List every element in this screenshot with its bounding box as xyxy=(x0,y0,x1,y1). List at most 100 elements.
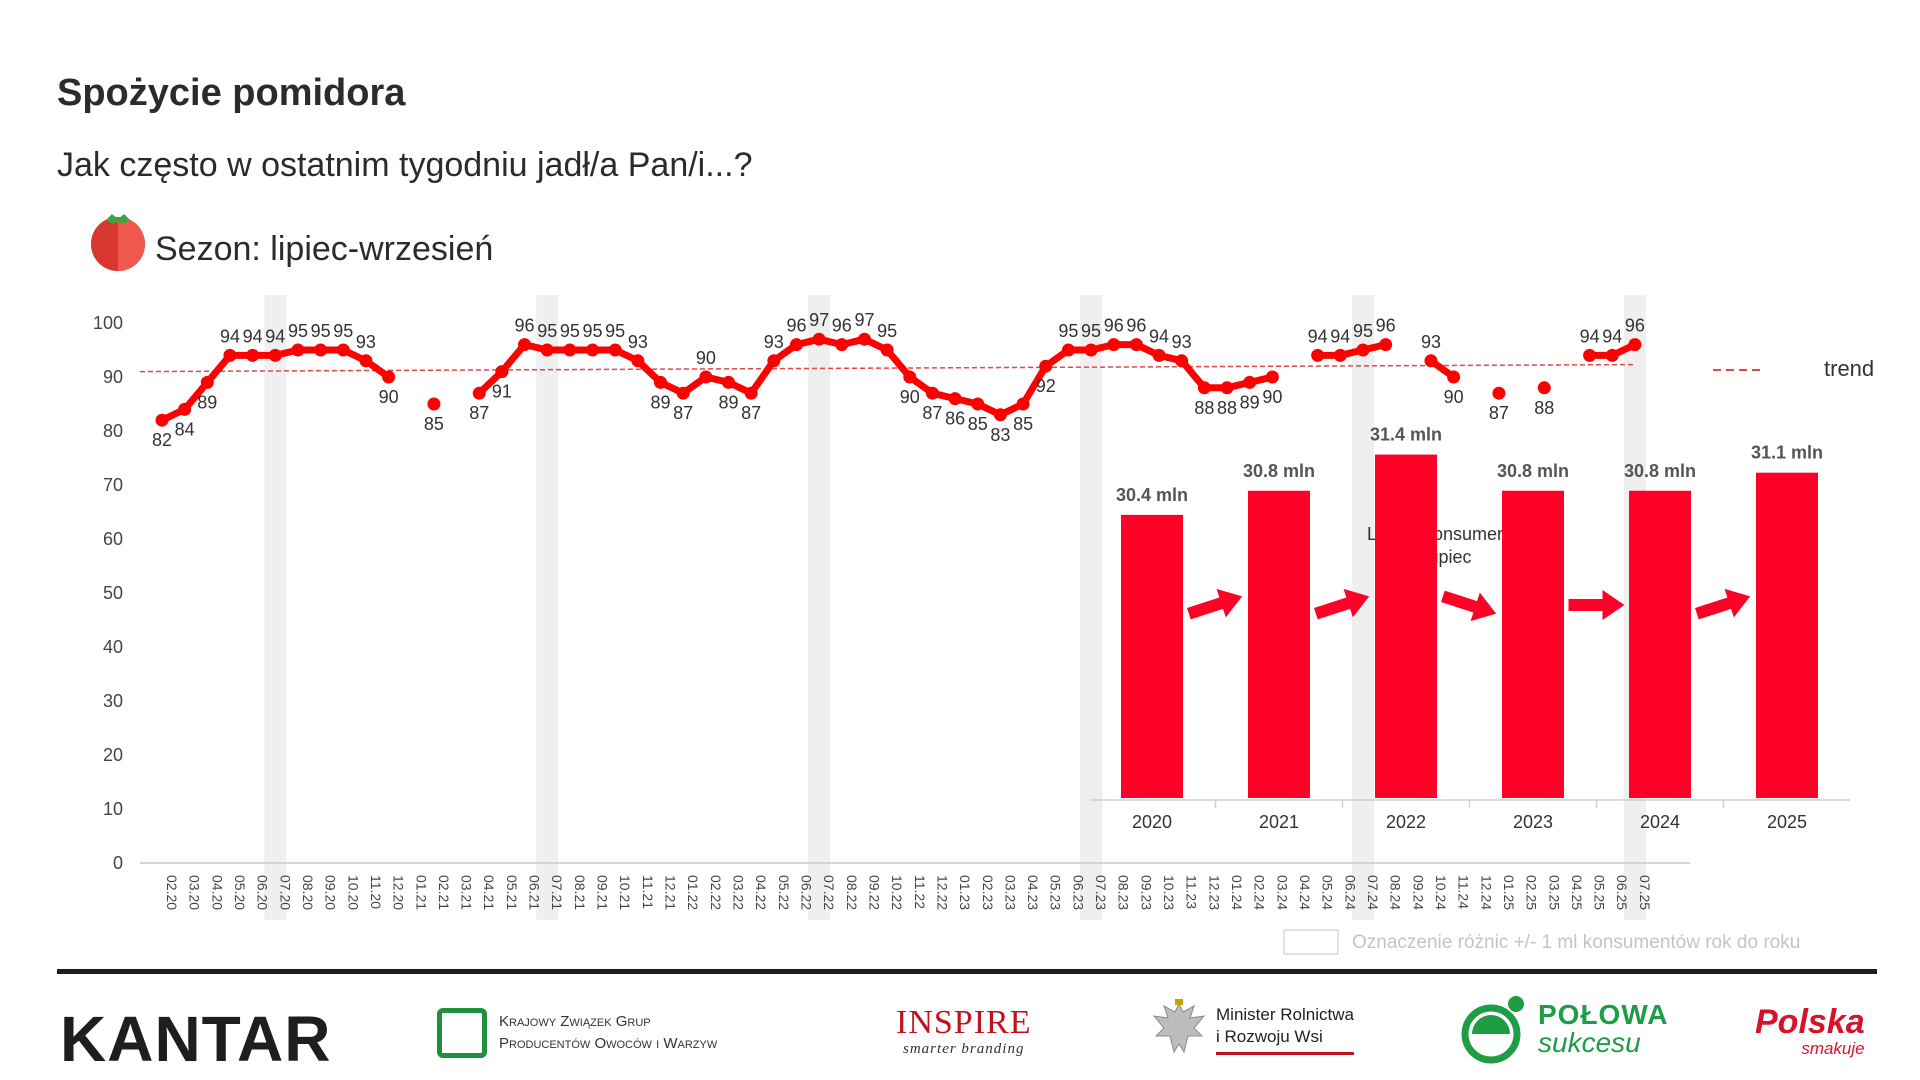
polowa-sukcesu-logo: POŁOWA sukcesu xyxy=(1458,994,1668,1064)
x-tick-label: 04.20 xyxy=(209,875,225,910)
data-point xyxy=(857,332,871,346)
kzgp-line1: Krajowy Związek Grup xyxy=(499,1013,651,1030)
data-label: 95 xyxy=(877,321,897,341)
x-tick-label: 02.20 xyxy=(164,875,180,910)
data-label: 94 xyxy=(1580,326,1600,346)
data-point xyxy=(608,343,622,357)
data-point xyxy=(1447,370,1461,384)
data-point xyxy=(1016,397,1030,411)
x-tick-label: 07.20 xyxy=(277,875,293,910)
data-point xyxy=(1492,386,1506,400)
x-tick-label: 09.24 xyxy=(1410,875,1426,910)
data-label: 95 xyxy=(1081,321,1101,341)
polska-line2: smakuje xyxy=(1801,1039,1865,1058)
x-tick-label: 01.22 xyxy=(685,875,701,910)
data-label: 96 xyxy=(1625,316,1645,336)
data-point xyxy=(1220,381,1234,395)
data-point xyxy=(1107,338,1121,352)
polowa-mark-icon xyxy=(1461,996,1524,1064)
data-label: 95 xyxy=(333,321,353,341)
data-point xyxy=(1129,338,1143,352)
data-point xyxy=(268,348,282,362)
trend-line xyxy=(139,363,1635,373)
data-point xyxy=(223,348,237,362)
x-tick-label: 04.24 xyxy=(1297,875,1313,910)
x-tick-label: 11.24 xyxy=(1456,875,1472,909)
data-label: 96 xyxy=(1126,316,1146,336)
data-label: 90 xyxy=(1444,387,1464,407)
data-label: 97 xyxy=(854,310,874,330)
series-points xyxy=(155,332,1642,427)
data-label: 86 xyxy=(945,409,965,429)
kantar-logo: KANTAR xyxy=(60,1003,332,1075)
x-tick-label: 07.23 xyxy=(1093,875,1109,910)
inset-category-label: 2023 xyxy=(1513,812,1553,832)
data-point xyxy=(178,402,192,416)
data-label: 93 xyxy=(764,332,784,352)
x-tick-label: 05.25 xyxy=(1592,875,1608,910)
kzgp-mark-icon xyxy=(437,1008,487,1058)
inset-bar xyxy=(1629,490,1691,798)
data-label: 95 xyxy=(605,321,625,341)
y-tick-label: 0 xyxy=(113,853,123,873)
data-label: 88 xyxy=(1194,398,1214,418)
data-point xyxy=(382,370,396,384)
data-point xyxy=(1152,348,1166,362)
data-point xyxy=(1537,381,1551,395)
data-point xyxy=(540,343,554,357)
data-point xyxy=(925,386,939,400)
data-label: 84 xyxy=(175,419,195,439)
data-point xyxy=(631,354,645,368)
inset-title: lipiec xyxy=(1430,547,1471,567)
data-label: 95 xyxy=(1353,321,1373,341)
data-label: 90 xyxy=(379,387,399,407)
data-point xyxy=(993,408,1007,422)
inset-bar-label: 31.4 mln xyxy=(1370,425,1442,445)
inset-category-label: 2024 xyxy=(1640,812,1680,832)
minister-text: Minister Rolnictwa i Rozwoju Wsi xyxy=(1216,1004,1354,1055)
x-tick-label: 11.20 xyxy=(368,875,384,909)
x-tick-label: 03.21 xyxy=(459,875,475,910)
data-point xyxy=(1333,348,1347,362)
polowa-line1: POŁOWA xyxy=(1538,999,1669,1030)
data-point xyxy=(291,343,305,357)
data-label: 96 xyxy=(1376,316,1396,336)
x-tick-label: 10.24 xyxy=(1433,875,1449,910)
data-point xyxy=(586,343,600,357)
data-label: 89 xyxy=(197,392,217,412)
y-axis: 0 10 20 30 40 50 60 70 80 90 100 xyxy=(93,313,123,873)
x-tick-label: 10.21 xyxy=(617,875,633,910)
x-tick-label: 09.23 xyxy=(1138,875,1154,910)
data-label: 96 xyxy=(1104,316,1124,336)
data-point xyxy=(767,354,781,368)
inset-category-label: 2022 xyxy=(1386,812,1426,832)
inset-category-label: 2025 xyxy=(1767,812,1807,832)
y-tick-label: 80 xyxy=(103,421,123,441)
data-point xyxy=(359,354,373,368)
data-point xyxy=(1628,338,1642,352)
data-point xyxy=(722,375,735,389)
data-point xyxy=(789,338,803,352)
y-tick-label: 100 xyxy=(93,313,123,333)
inset-bar-label: 30.8 mln xyxy=(1243,461,1315,481)
data-point xyxy=(563,343,577,357)
data-label: 83 xyxy=(990,425,1010,445)
highlight-bands xyxy=(264,295,1646,920)
data-point xyxy=(744,386,758,400)
x-tick-label: 02.21 xyxy=(436,875,452,910)
highlight-band-07.22 xyxy=(808,295,831,920)
arrow-shape xyxy=(1568,590,1625,620)
legend-note-text: Oznaczenie różnic +/- 1 ml konsumentów r… xyxy=(1352,932,1800,953)
data-label: 85 xyxy=(424,414,444,434)
data-point xyxy=(1424,354,1438,368)
chart-subtitle: Jak często w ostatnim tygodniu jadł/a Pa… xyxy=(57,146,753,184)
minister-logo: Minister Rolnictwa i Rozwoju Wsi xyxy=(1150,998,1354,1060)
data-point xyxy=(1197,381,1211,395)
data-point xyxy=(472,386,486,400)
x-tick-label: 11.23 xyxy=(1184,875,1200,909)
change-arrow-up xyxy=(1187,588,1243,620)
data-label: 89 xyxy=(718,392,738,412)
highlight-band-07.23 xyxy=(1080,295,1103,920)
